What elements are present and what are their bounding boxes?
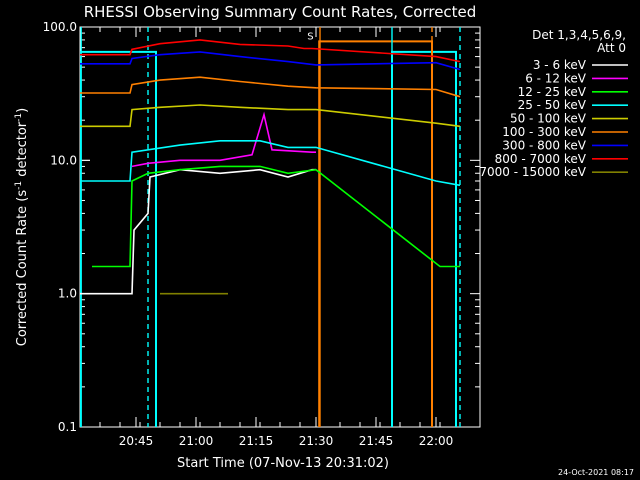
y-axis: 0.1 1.0 10.0 100.0 — [43, 20, 480, 434]
attenuator-state-label: S — [307, 31, 313, 42]
footer-timestamp: 24-Oct-2021 08:17 — [558, 468, 634, 477]
legend-header: Att 0 — [597, 41, 626, 55]
plot-border — [79, 26, 481, 428]
series-line-1 — [131, 111, 316, 168]
series-line-5 — [80, 76, 461, 98]
y-tick-label: 100.0 — [43, 20, 77, 34]
legend-label: 800 - 7000 keV — [495, 152, 587, 166]
y-axis-label-exponent: -1 — [14, 113, 24, 122]
series-line-3 — [80, 140, 461, 187]
y-axis-label-part: ) — [15, 108, 30, 113]
chart-title: RHESSI Observing Summary Count Rates, Co… — [84, 3, 477, 21]
x-tick-label: 21:00 — [179, 434, 214, 448]
plot-frame — [79, 26, 481, 428]
x-axis-label: Start Time (07-Nov-13 20:31:02) — [177, 456, 389, 471]
x-tick-label: 21:30 — [299, 434, 334, 448]
legend-label: 25 - 50 keV — [518, 98, 587, 112]
attenuator-state-line — [318, 40, 433, 427]
y-tick-label: 0.1 — [58, 420, 77, 434]
series-line-0 — [80, 168, 316, 295]
legend-label: 300 - 800 keV — [502, 138, 586, 152]
series-line-7 — [80, 39, 461, 63]
y-axis-label: Corrected Count Rate (s-1 detector-1) — [14, 108, 30, 346]
series-layer — [80, 27, 461, 427]
legend-label: 50 - 100 keV — [510, 112, 587, 126]
x-tick-label: 20:45 — [119, 434, 154, 448]
x-axis: 20:45 21:00 21:15 21:30 21:45 22:00 — [79, 27, 481, 448]
legend-label: 7000 - 15000 keV — [479, 165, 586, 179]
y-axis-label-part: detector — [15, 121, 30, 181]
legend-label: 6 - 12 keV — [525, 71, 587, 85]
y-tick-label: 1.0 — [58, 287, 77, 301]
series-line-6 — [80, 51, 461, 71]
legend-header: Det 1,3,4,5,6,9, — [532, 28, 626, 42]
y-axis-label-part: Corrected Count Rate (s — [15, 190, 30, 347]
x-tick-label: 21:45 — [359, 434, 394, 448]
x-tick-label: 21:15 — [239, 434, 274, 448]
legend-label: 3 - 6 keV — [533, 58, 587, 72]
series-line-2 — [92, 165, 460, 268]
legend-label: 12 - 25 keV — [518, 85, 587, 99]
saa-flag-line — [80, 50, 457, 427]
x-tick-label: 22:00 — [419, 434, 454, 448]
series-line-4 — [80, 104, 461, 128]
y-axis-label-exponent: -1 — [14, 181, 24, 190]
legend-label: 100 - 300 keV — [502, 125, 586, 139]
y-tick-label: 10.0 — [50, 153, 77, 167]
